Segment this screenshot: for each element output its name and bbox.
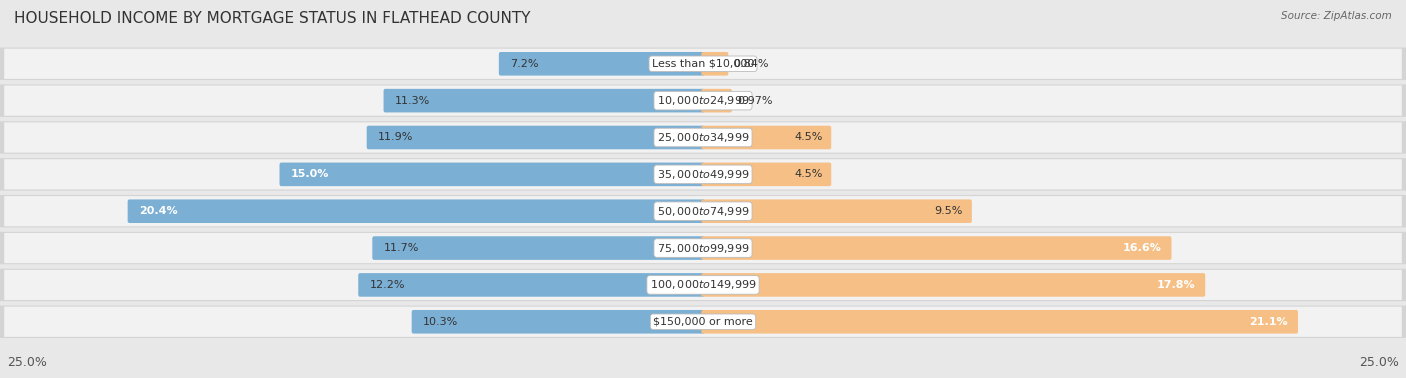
Text: 0.97%: 0.97% — [737, 96, 773, 105]
Text: 20.4%: 20.4% — [139, 206, 177, 216]
FancyBboxPatch shape — [4, 159, 1402, 189]
FancyBboxPatch shape — [702, 163, 831, 186]
FancyBboxPatch shape — [702, 200, 972, 223]
Text: $35,000 to $49,999: $35,000 to $49,999 — [657, 168, 749, 181]
FancyBboxPatch shape — [128, 200, 704, 223]
FancyBboxPatch shape — [373, 236, 704, 260]
FancyBboxPatch shape — [0, 121, 1406, 154]
Text: 25.0%: 25.0% — [7, 356, 46, 369]
Text: $100,000 to $149,999: $100,000 to $149,999 — [650, 279, 756, 291]
FancyBboxPatch shape — [0, 232, 1406, 264]
Text: 11.3%: 11.3% — [395, 96, 430, 105]
FancyBboxPatch shape — [499, 52, 704, 76]
Text: 12.2%: 12.2% — [370, 280, 405, 290]
FancyBboxPatch shape — [280, 163, 704, 186]
FancyBboxPatch shape — [0, 84, 1406, 117]
Text: 4.5%: 4.5% — [794, 169, 823, 179]
Text: 11.7%: 11.7% — [384, 243, 419, 253]
Text: Source: ZipAtlas.com: Source: ZipAtlas.com — [1281, 11, 1392, 21]
FancyBboxPatch shape — [0, 305, 1406, 338]
Text: 10.3%: 10.3% — [423, 317, 458, 327]
FancyBboxPatch shape — [4, 122, 1402, 153]
FancyBboxPatch shape — [4, 233, 1402, 263]
FancyBboxPatch shape — [0, 48, 1406, 80]
FancyBboxPatch shape — [702, 236, 1171, 260]
Text: $150,000 or more: $150,000 or more — [654, 317, 752, 327]
FancyBboxPatch shape — [0, 158, 1406, 191]
Text: 4.5%: 4.5% — [794, 133, 823, 143]
FancyBboxPatch shape — [0, 195, 1406, 228]
FancyBboxPatch shape — [359, 273, 704, 297]
FancyBboxPatch shape — [4, 270, 1402, 300]
FancyBboxPatch shape — [4, 196, 1402, 226]
Text: $75,000 to $99,999: $75,000 to $99,999 — [657, 242, 749, 254]
Text: $25,000 to $34,999: $25,000 to $34,999 — [657, 131, 749, 144]
FancyBboxPatch shape — [702, 52, 728, 76]
FancyBboxPatch shape — [367, 126, 704, 149]
FancyBboxPatch shape — [0, 269, 1406, 301]
Text: Less than $10,000: Less than $10,000 — [652, 59, 754, 69]
Text: $10,000 to $24,999: $10,000 to $24,999 — [657, 94, 749, 107]
FancyBboxPatch shape — [384, 89, 704, 112]
FancyBboxPatch shape — [4, 49, 1402, 79]
Text: 16.6%: 16.6% — [1122, 243, 1161, 253]
Text: HOUSEHOLD INCOME BY MORTGAGE STATUS IN FLATHEAD COUNTY: HOUSEHOLD INCOME BY MORTGAGE STATUS IN F… — [14, 11, 530, 26]
FancyBboxPatch shape — [702, 310, 1298, 333]
Text: 25.0%: 25.0% — [1360, 356, 1399, 369]
Legend: Without Mortgage, With Mortgage: Without Mortgage, With Mortgage — [568, 376, 838, 378]
FancyBboxPatch shape — [4, 85, 1402, 116]
Text: 17.8%: 17.8% — [1157, 280, 1195, 290]
FancyBboxPatch shape — [4, 307, 1402, 337]
Text: $50,000 to $74,999: $50,000 to $74,999 — [657, 205, 749, 218]
FancyBboxPatch shape — [702, 89, 733, 112]
Text: 7.2%: 7.2% — [510, 59, 538, 69]
FancyBboxPatch shape — [702, 273, 1205, 297]
Text: 11.9%: 11.9% — [378, 133, 413, 143]
FancyBboxPatch shape — [702, 126, 831, 149]
Text: 0.84%: 0.84% — [734, 59, 769, 69]
FancyBboxPatch shape — [412, 310, 704, 333]
Text: 9.5%: 9.5% — [935, 206, 963, 216]
Text: 21.1%: 21.1% — [1250, 317, 1288, 327]
Text: 15.0%: 15.0% — [291, 169, 329, 179]
